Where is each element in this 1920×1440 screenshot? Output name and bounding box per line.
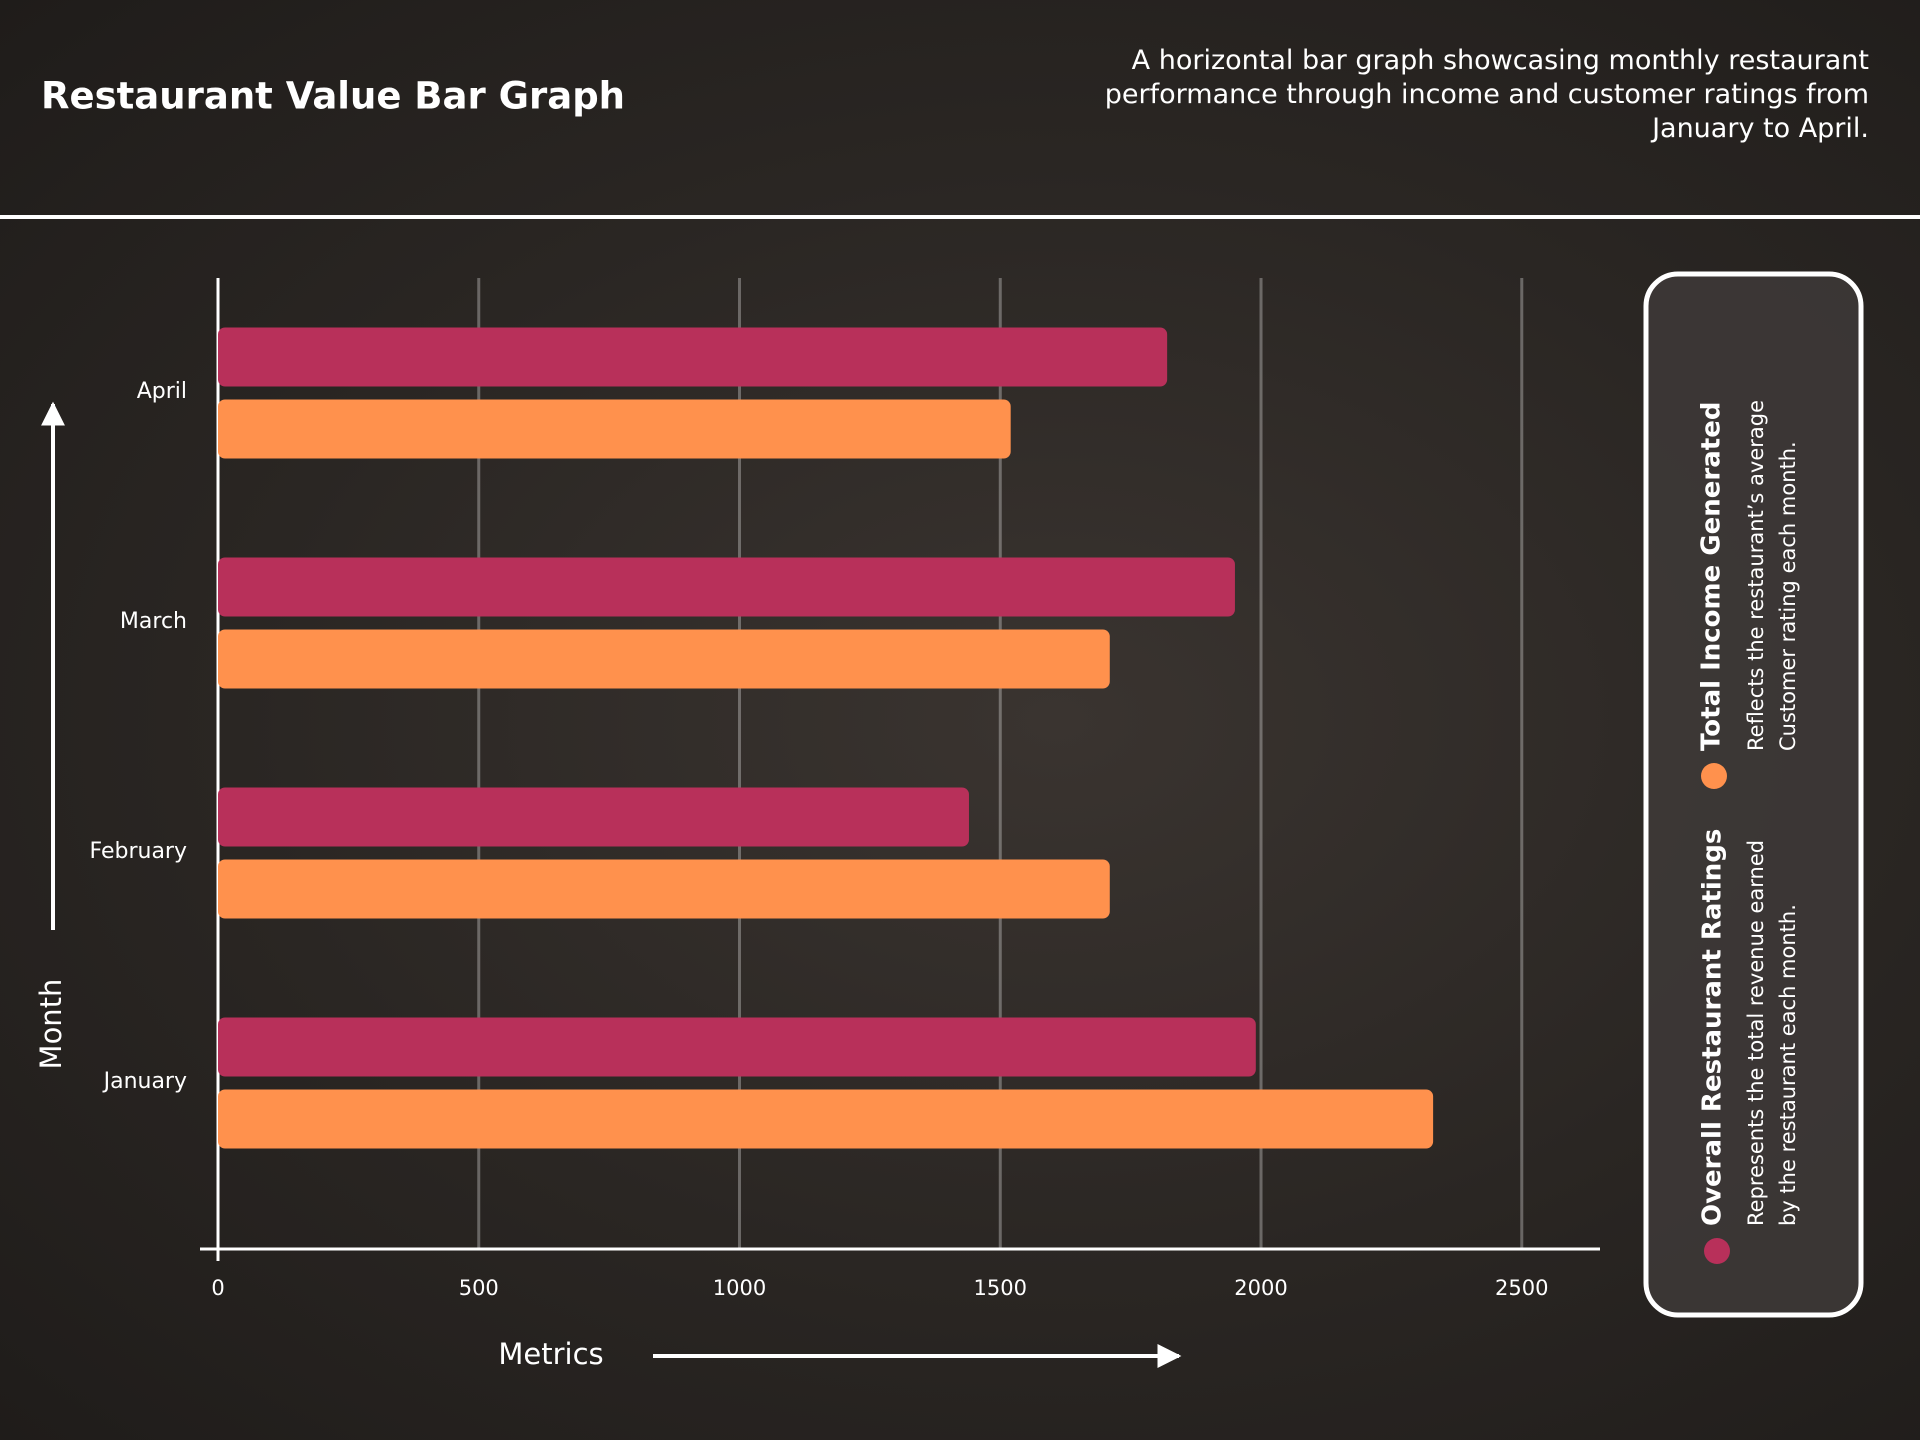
legend-marker	[1704, 1238, 1730, 1264]
legend-description: Reflects the restaurant’s average	[1744, 400, 1768, 751]
bar	[218, 1017, 1256, 1077]
chart-title: Restaurant Value Bar Graph	[41, 75, 625, 118]
bar	[218, 1089, 1434, 1149]
y-tick-label: February	[90, 839, 188, 864]
x-tick-label: 1000	[713, 1276, 766, 1300]
legend-marker	[1701, 763, 1727, 789]
bar	[218, 629, 1110, 689]
y-tick-label: April	[137, 379, 187, 404]
x-tick-label: 0	[211, 1276, 224, 1300]
bar	[218, 859, 1110, 919]
y-tick-label: January	[102, 1069, 187, 1094]
bar	[218, 327, 1168, 387]
bar	[218, 399, 1011, 459]
x-tick-label: 2000	[1234, 1276, 1287, 1300]
legend-label: Overall Restaurant Ratings	[1698, 829, 1728, 1226]
x-tick-label: 500	[459, 1276, 499, 1300]
legend-description: Customer rating each month.	[1776, 441, 1800, 751]
x-axis-label: Metrics	[498, 1337, 603, 1371]
legend-box	[1643, 271, 1864, 1318]
y-axis-label: Month	[34, 979, 68, 1070]
x-tick-label: 2500	[1495, 1276, 1548, 1300]
chart-subtitle: A horizontal bar graph showcasing monthl…	[1104, 45, 1869, 144]
bar	[218, 557, 1235, 617]
legend-description: Represents the total revenue earned	[1744, 840, 1768, 1226]
y-tick-label: March	[120, 609, 187, 634]
legend-label: Total Income Generated	[1697, 402, 1727, 751]
x-tick-label: 1500	[974, 1276, 1027, 1300]
legend-description: by the restaurant each month.	[1776, 904, 1800, 1226]
bar	[218, 787, 969, 847]
